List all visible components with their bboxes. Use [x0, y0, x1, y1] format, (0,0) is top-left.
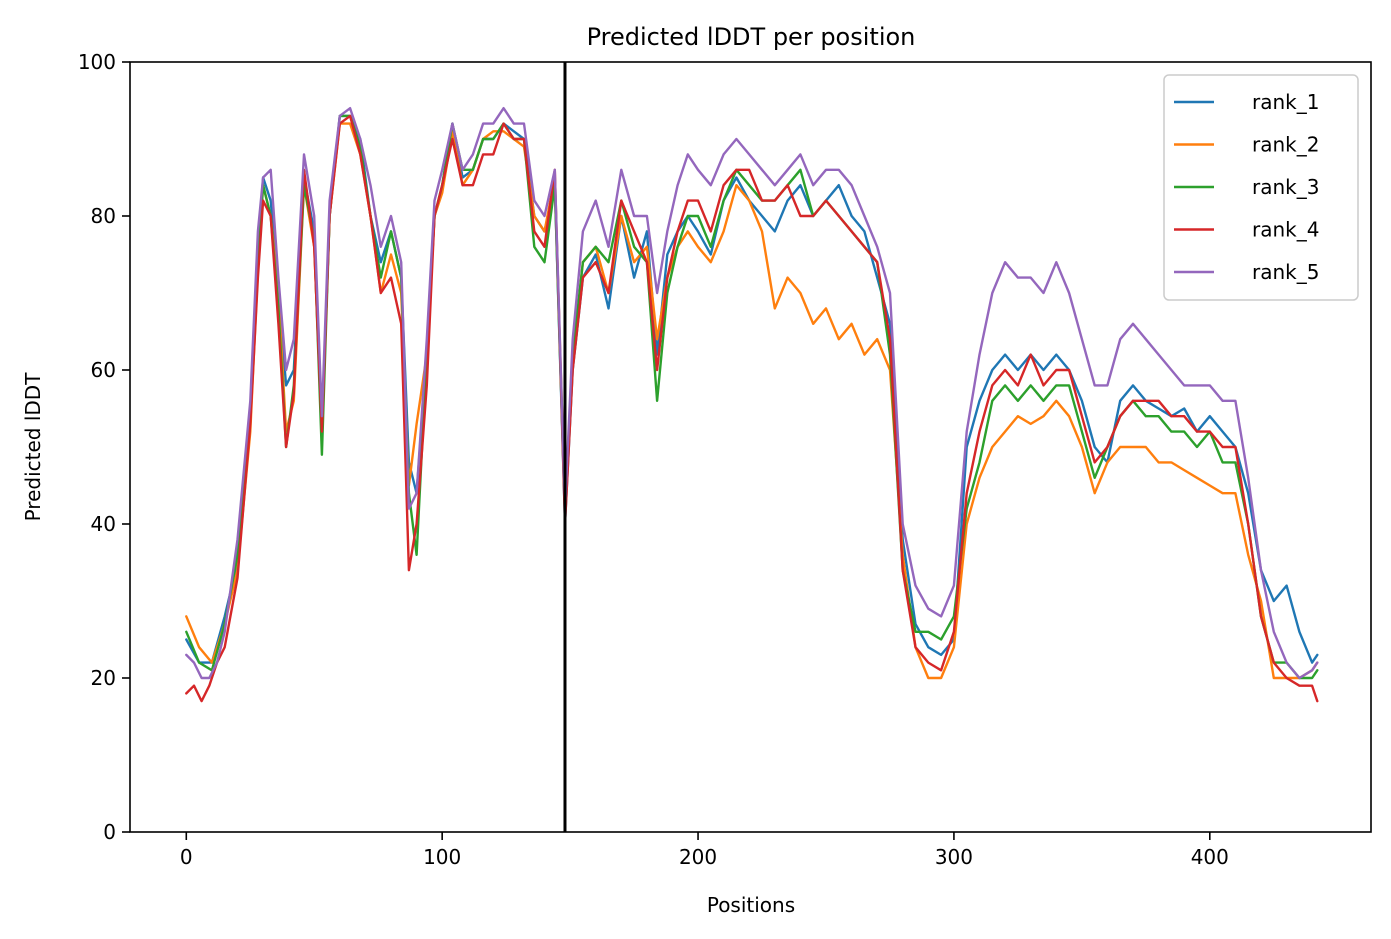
series-line-rank_5	[185, 107, 1319, 680]
x-tick-label: 100	[423, 845, 461, 869]
x-tick-label: 0	[180, 845, 193, 869]
y-axis-title: Predicted lDDT	[21, 372, 45, 522]
plot-area	[185, 62, 1319, 832]
x-tick-label: 300	[935, 845, 973, 869]
legend-label-rank_1: rank_1	[1252, 90, 1319, 114]
legend-label-rank_3: rank_3	[1252, 175, 1319, 199]
series-line-rank_2	[185, 122, 1319, 680]
legend-box	[1163, 74, 1359, 301]
y-tick-label: 40	[91, 512, 116, 536]
y-tick-label: 60	[91, 358, 116, 382]
y-tick-label: 0	[103, 820, 116, 844]
x-axis-title: Positions	[707, 893, 795, 917]
y-tick-label: 20	[91, 666, 116, 690]
legend-label-rank_4: rank_4	[1252, 218, 1319, 242]
y-tick-label: 100	[78, 50, 116, 74]
x-tick-label: 200	[679, 845, 717, 869]
axes: 0 100 200 300 400 0 20 40 60 80 100	[78, 50, 1372, 869]
y-tick-label: 80	[91, 204, 116, 228]
axes-frame	[129, 61, 1372, 833]
legend-label-rank_5: rank_5	[1252, 260, 1319, 284]
legend-label-rank_2: rank_2	[1252, 133, 1319, 157]
x-tick-label: 400	[1191, 845, 1229, 869]
chart-title: Predicted lDDT per position	[587, 23, 916, 51]
legend: rank_1 rank_2 rank_3 rank_4 rank_5	[1163, 74, 1359, 301]
